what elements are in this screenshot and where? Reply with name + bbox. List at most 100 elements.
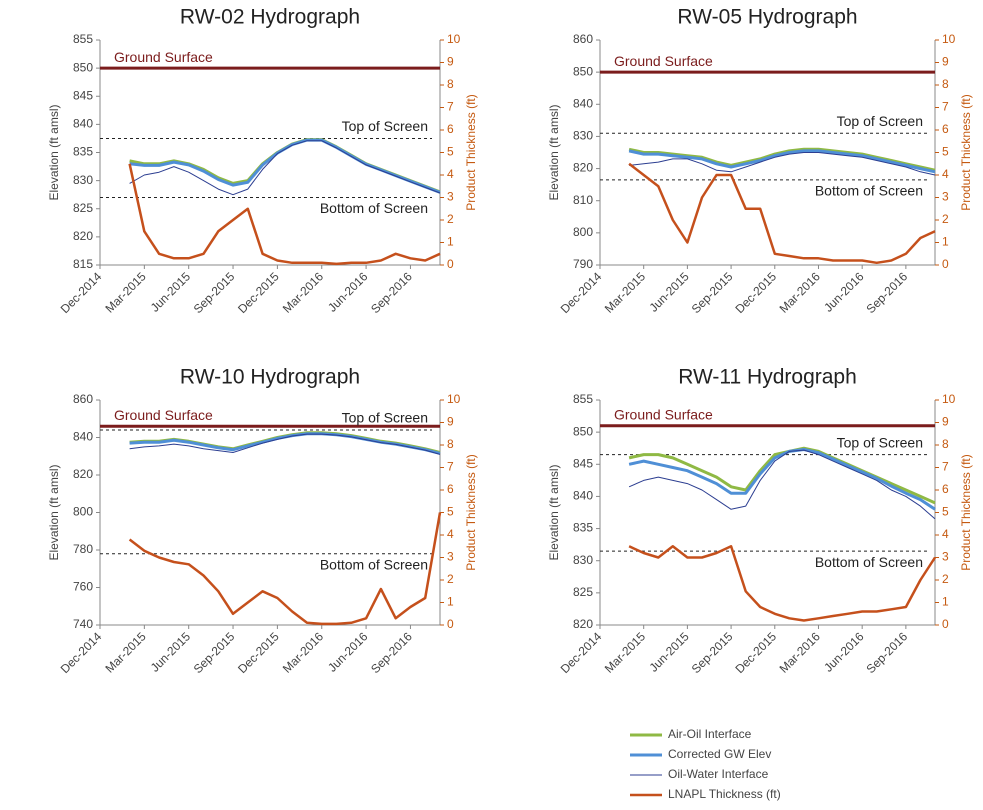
x-tick-label: Dec-2014 — [58, 629, 105, 676]
x-tick-label: Sep-2015 — [689, 629, 736, 676]
series-line — [629, 152, 936, 176]
y2-tick-label: 10 — [942, 32, 956, 46]
x-tick-label: Dec-2014 — [58, 269, 105, 316]
x-tick-label: Mar-2015 — [602, 629, 648, 675]
y-axis-title: Elevation (ft amsl) — [47, 464, 61, 560]
y-tick-label: 840 — [573, 489, 593, 503]
series-line — [628, 147, 936, 172]
y-tick-label: 815 — [73, 257, 93, 271]
screen-label: Bottom of Screen — [320, 200, 428, 216]
y-tick-label: 850 — [573, 64, 593, 78]
y2-tick-label: 4 — [942, 527, 949, 541]
y-tick-label: 835 — [73, 145, 93, 159]
screen-label: Top of Screen — [342, 410, 428, 426]
series-line — [129, 432, 441, 455]
x-tick-label: Jun-2015 — [646, 269, 692, 315]
y-tick-label: 830 — [573, 553, 593, 567]
y-tick-label: 850 — [573, 424, 593, 438]
x-tick-label: Sep-2015 — [689, 269, 736, 316]
y2-tick-label: 9 — [942, 55, 949, 69]
y2-tick-label: 1 — [447, 595, 454, 609]
y-tick-label: 855 — [573, 392, 593, 406]
ground-surface-label: Ground Surface — [614, 406, 713, 422]
x-tick-label: Dec-2014 — [558, 269, 605, 316]
y-tick-label: 820 — [73, 467, 93, 481]
y-tick-label: 860 — [73, 392, 93, 406]
y-tick-label: 790 — [573, 257, 593, 271]
y-tick-label: 855 — [73, 32, 93, 46]
x-tick-label: Jun-2015 — [646, 629, 692, 675]
screen-label: Top of Screen — [837, 113, 923, 129]
screen-label: Top of Screen — [837, 434, 923, 450]
series-line — [628, 162, 936, 265]
y2-tick-label: 2 — [942, 212, 949, 226]
screen-label: Bottom of Screen — [320, 556, 428, 572]
x-tick-label: Mar-2016 — [777, 629, 823, 675]
x-tick-label: Dec-2015 — [235, 269, 282, 316]
y2-tick-label: 5 — [447, 145, 454, 159]
y2-tick-label: 3 — [942, 550, 949, 564]
series-line — [628, 446, 936, 505]
x-tick-label: Jun-2016 — [821, 629, 867, 675]
legend-label: Air-Oil Interface — [668, 727, 752, 741]
y2-tick-label: 7 — [942, 100, 949, 114]
series-line — [628, 149, 936, 174]
ground-surface-label: Ground Surface — [114, 407, 213, 423]
y2-axis-title: Product Thickness (ft) — [959, 94, 973, 210]
y2-tick-label: 0 — [447, 257, 454, 271]
ground-surface-label: Ground Surface — [614, 53, 713, 69]
y2-tick-label: 8 — [942, 77, 949, 91]
y2-axis-title: Product Thickness (ft) — [959, 454, 973, 570]
x-tick-label: Jun-2016 — [325, 269, 371, 315]
y2-tick-label: 7 — [942, 460, 949, 474]
x-tick-label: Sep-2016 — [368, 269, 415, 316]
x-tick-label: Mar-2015 — [602, 269, 648, 315]
y-tick-label: 800 — [73, 505, 93, 519]
y-tick-label: 845 — [573, 456, 593, 470]
y-tick-label: 825 — [73, 201, 93, 215]
y2-tick-label: 1 — [942, 235, 949, 249]
chart-title: RW-05 Hydrograph — [677, 6, 857, 29]
y2-tick-label: 0 — [447, 617, 454, 631]
y-tick-label: 825 — [573, 585, 593, 599]
y2-tick-label: 8 — [942, 437, 949, 451]
y2-tick-label: 10 — [447, 32, 461, 46]
x-tick-label: Sep-2015 — [191, 629, 238, 676]
y-tick-label: 820 — [73, 229, 93, 243]
screen-label: Bottom of Screen — [815, 554, 923, 570]
y2-tick-label: 7 — [447, 100, 454, 114]
series-line — [129, 433, 441, 455]
x-tick-label: Jun-2016 — [821, 269, 867, 315]
y2-tick-label: 5 — [942, 145, 949, 159]
y-tick-label: 830 — [73, 173, 93, 187]
legend-label: Oil-Water Interface — [668, 767, 769, 781]
chart-title: RW-11 Hydrograph — [678, 366, 857, 389]
y2-axis-title: Product Thickness (ft) — [464, 454, 478, 570]
legend-label: LNAPL Thickness (ft) — [668, 787, 781, 801]
chart-title: RW-10 Hydrograph — [180, 366, 360, 389]
y-tick-label: 850 — [73, 60, 93, 74]
y2-tick-label: 3 — [447, 190, 454, 204]
y2-tick-label: 5 — [447, 505, 454, 519]
y2-tick-label: 6 — [942, 122, 949, 136]
x-tick-label: Mar-2015 — [102, 629, 148, 675]
y2-tick-label: 4 — [942, 167, 949, 181]
y-tick-label: 860 — [573, 32, 593, 46]
x-tick-label: Mar-2015 — [102, 269, 148, 315]
series-line — [129, 140, 441, 196]
series-line — [628, 545, 937, 622]
y2-tick-label: 2 — [447, 572, 454, 586]
series-line — [129, 138, 441, 194]
x-tick-label: Mar-2016 — [280, 269, 326, 315]
y2-tick-label: 8 — [447, 77, 454, 91]
y2-tick-label: 9 — [942, 415, 949, 429]
x-tick-label: Sep-2015 — [191, 269, 238, 316]
y-tick-label: 830 — [573, 129, 593, 143]
chart-title: RW-02 Hydrograph — [180, 6, 360, 29]
y-tick-label: 840 — [573, 96, 593, 110]
x-tick-label: Sep-2016 — [864, 269, 911, 316]
y-axis-title: Elevation (ft amsl) — [547, 464, 561, 560]
x-tick-label: Jun-2016 — [325, 629, 371, 675]
y2-tick-label: 6 — [942, 482, 949, 496]
y-tick-label: 835 — [573, 521, 593, 535]
